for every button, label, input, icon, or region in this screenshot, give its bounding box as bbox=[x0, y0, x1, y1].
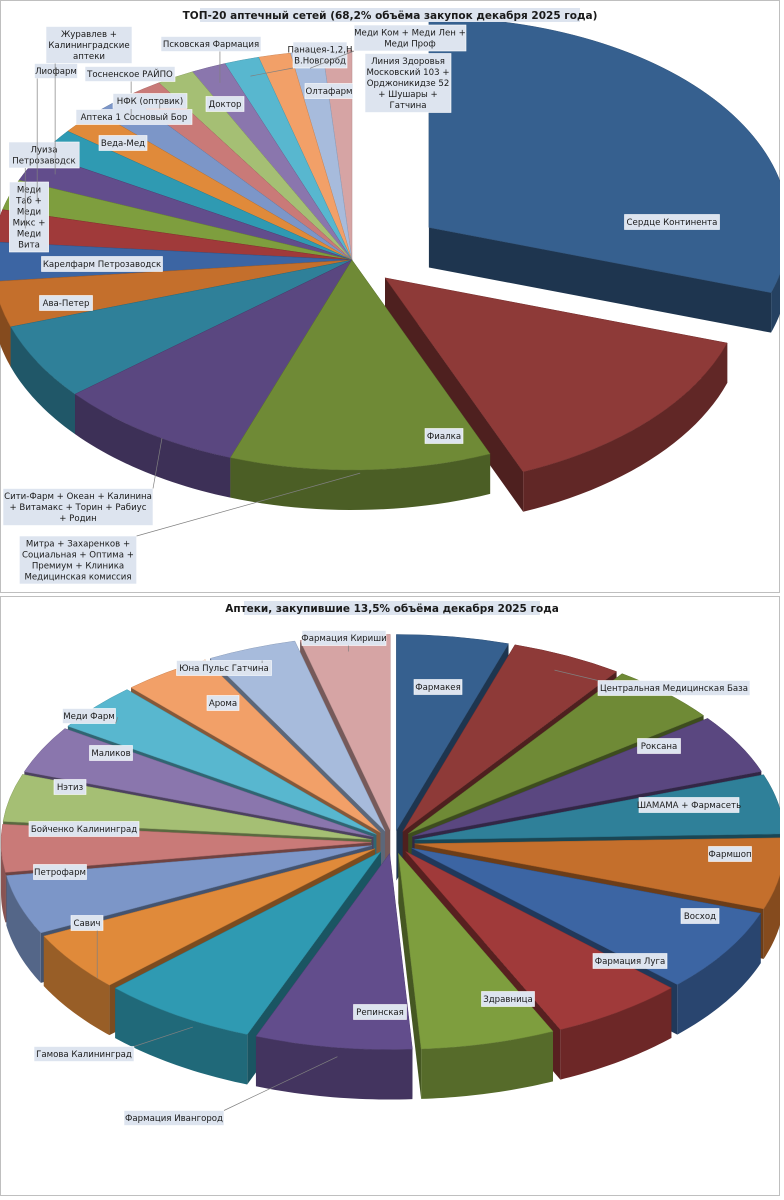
svg-text:Маликов: Маликов bbox=[91, 749, 130, 759]
svg-text:Доктор: Доктор bbox=[209, 100, 242, 110]
top-label-13: НФК (оптовик) bbox=[112, 93, 188, 109]
svg-text:Фармшоп: Фармшоп bbox=[708, 850, 751, 860]
svg-text:Аптеки, закупившие 13,5% объём: Аптеки, закупившие 13,5% объёма декабря … bbox=[225, 603, 559, 615]
bottom-label-8: Репинская bbox=[353, 1004, 407, 1020]
svg-text:Фармация Кириши: Фармация Кириши bbox=[301, 634, 386, 644]
svg-text:Гамова Калининград: Гамова Калининград bbox=[36, 1050, 132, 1060]
top-label-19: Линия Здоровья Московский 103 + Орджоникид… bbox=[364, 53, 452, 113]
top-label-0: Сердце Континента bbox=[624, 214, 720, 230]
top-leader-3 bbox=[152, 438, 163, 489]
top-label-9: Журавлев + Калининградские аптеки bbox=[45, 26, 133, 64]
top-label-1: Фиалка bbox=[424, 428, 464, 444]
svg-text:Юна Пульс Гатчина: Юна Пульс Гатчина bbox=[179, 664, 269, 674]
svg-text:Арома: Арома bbox=[209, 699, 237, 709]
bottom-label-16: Меди Фарм bbox=[62, 708, 116, 724]
top-label-5: Карелфарм Петрозаводск bbox=[41, 256, 163, 272]
top-label-12: Тосненское РАЙПО bbox=[84, 66, 176, 82]
bottom-label-7: Здравница bbox=[481, 991, 535, 1007]
svg-text:Веда-Мед: Веда-Мед bbox=[101, 139, 145, 149]
svg-text:Меди Ком + Меди Лен +Меди Проф: Меди Ком + Меди Лен + Меди Проф bbox=[354, 29, 466, 50]
bottom-label-0: Фармакея bbox=[413, 679, 463, 695]
bottom-label-14: Нэтиз bbox=[53, 779, 87, 795]
svg-text:Псковская Фармация: Псковская Фармация bbox=[163, 40, 259, 50]
top-slice-0 bbox=[428, 17, 780, 333]
bottom-leader-1 bbox=[554, 669, 599, 681]
svg-text:Петрофарм: Петрофарм bbox=[34, 868, 86, 878]
svg-text:Фармакея: Фармакея bbox=[415, 683, 461, 693]
top-label-3: Сити-Фарм + Океан + Калинина + Витамакс +… bbox=[2, 488, 154, 526]
chart-bottom: Аптеки, закупившие 13,5% объёма декабря … bbox=[0, 601, 780, 1126]
top-pie bbox=[0, 17, 780, 512]
top-leader-18 bbox=[309, 50, 355, 69]
bottom-label-11: Савич bbox=[70, 915, 104, 931]
bottom-label-4: Фармшоп bbox=[708, 846, 752, 862]
top-label-17: Олтафарм bbox=[304, 83, 354, 99]
bottom-label-12: Петрофарм bbox=[33, 864, 87, 880]
svg-text:Нэтиз: Нэтиз bbox=[57, 783, 84, 793]
svg-text:Здравница: Здравница bbox=[483, 995, 533, 1005]
top-leader-2 bbox=[136, 472, 361, 537]
bottom-label-3: ШАМАМА + Фармасеть bbox=[637, 797, 741, 813]
top-label-6: Меди Таб + Меди Микс + Меди Вита bbox=[9, 181, 49, 253]
bottom-label-9: Фармация Ивангород bbox=[123, 1110, 225, 1126]
top-title: ТОП-20 аптечный сетей (68,2% объёма заку… bbox=[183, 8, 598, 22]
bottom-leader-16 bbox=[115, 716, 119, 724]
bottom-title: Аптеки, закупившие 13,5% объёма декабря … bbox=[225, 601, 559, 615]
top-label-11: Аптека 1 Сосновый Бор bbox=[75, 109, 193, 125]
top-label-7: Луиза Петрозаводск bbox=[8, 141, 80, 169]
bottom-leader-10 bbox=[133, 1026, 193, 1047]
svg-text:Меди Фарм: Меди Фарм bbox=[63, 712, 115, 722]
svg-text:Олтафарм: Олтафарм bbox=[305, 87, 352, 97]
bottom-label-15: Маликов bbox=[89, 745, 133, 761]
svg-text:Панацея-1,2,НВ.Новгород: Панацея-1,2,Н В.Новгород bbox=[288, 46, 353, 67]
svg-text:ШАМАМА + Фармасеть: ШАМАМА + Фармасеть bbox=[637, 801, 741, 811]
svg-text:Бойченко Калининград: Бойченко Калининград bbox=[31, 825, 137, 835]
top-label-10: Веда-Мед bbox=[98, 135, 148, 151]
bottom-label-18: Юна Пульс Гатчина bbox=[176, 660, 272, 676]
bottom-label-19: Фармация Кириши bbox=[301, 630, 387, 646]
svg-text:Репинская: Репинская bbox=[356, 1008, 404, 1018]
svg-text:Савич: Савич bbox=[74, 919, 101, 929]
top-leader-16 bbox=[250, 67, 294, 77]
bottom-label-1: Центральная Медицинская База bbox=[597, 680, 751, 696]
top-label-15: Псковская Фармация bbox=[160, 36, 262, 52]
svg-text:Фармация Ивангород: Фармация Ивангород bbox=[125, 1114, 223, 1124]
top-label-2: Митра + Захаренков + Социальная + Оптима … bbox=[19, 535, 137, 585]
svg-text:Аптека 1 Сосновый Бор: Аптека 1 Сосновый Бор bbox=[81, 113, 188, 123]
top-label-8: Лиофарм bbox=[34, 63, 78, 79]
top-label-16: Панацея-1,2,Н В.Новгород bbox=[288, 41, 353, 69]
bottom-label-5: Восход bbox=[680, 908, 720, 924]
top-label-18: Меди Ком + Меди Лен + Меди Проф bbox=[353, 24, 467, 52]
svg-text:Восход: Восход bbox=[684, 912, 716, 922]
bottom-leader-9 bbox=[223, 1056, 338, 1111]
svg-text:Роксана: Роксана bbox=[641, 742, 678, 752]
svg-text:Фармация Луга: Фармация Луга bbox=[595, 957, 666, 967]
svg-text:Ава-Петер: Ава-Петер bbox=[43, 299, 90, 309]
svg-text:Тосненское РАЙПО: Тосненское РАЙПО bbox=[86, 68, 173, 80]
bottom-pie bbox=[0, 634, 780, 1100]
top-label-14: Доктор bbox=[205, 96, 245, 112]
svg-text:Митра + Захаренков +Социальная: Митра + Захаренков + Социальная + Оптима … bbox=[22, 540, 134, 583]
bottom-label-10: Гамова Калининград bbox=[33, 1046, 135, 1062]
svg-text:Лиофарм: Лиофарм bbox=[35, 67, 77, 77]
svg-text:НФК (оптовик): НФК (оптовик) bbox=[117, 97, 183, 107]
bottom-label-6: Фармация Луга bbox=[592, 953, 668, 969]
bottom-slice-9 bbox=[255, 852, 413, 1100]
svg-text:Карелфарм Петрозаводск: Карелфарм Петрозаводск bbox=[43, 260, 161, 270]
bottom-label-17: Арома bbox=[206, 695, 240, 711]
top-label-4: Ава-Петер bbox=[39, 295, 93, 311]
chart-top: ТОП-20 аптечный сетей (68,2% объёма заку… bbox=[0, 8, 780, 585]
svg-text:Сердце Континента: Сердце Континента bbox=[627, 218, 718, 228]
svg-text:ТОП-20 аптечный сетей (68,2% о: ТОП-20 аптечный сетей (68,2% объёма заку… bbox=[183, 10, 598, 22]
svg-text:Фиалка: Фиалка bbox=[427, 432, 461, 442]
bottom-label-2: Роксана bbox=[637, 738, 681, 754]
svg-text:Центральная Медицинская База: Центральная Медицинская База bbox=[600, 684, 748, 694]
svg-text:Сити-Фарм + Океан + Калинина+: Сити-Фарм + Океан + Калинина + Витамакс +… bbox=[4, 492, 152, 524]
bottom-label-13: Бойченко Калининград bbox=[28, 821, 140, 837]
